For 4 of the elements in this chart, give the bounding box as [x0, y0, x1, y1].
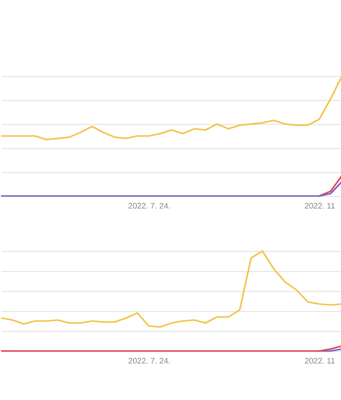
x-tick-label: 2022. 11: [304, 202, 336, 210]
x-tick-label: 2022. 7. 24.: [128, 356, 170, 366]
x-tick-label: 2022. 11: [304, 356, 336, 366]
x-tick-label: 2022. 7. 24.: [128, 202, 170, 210]
